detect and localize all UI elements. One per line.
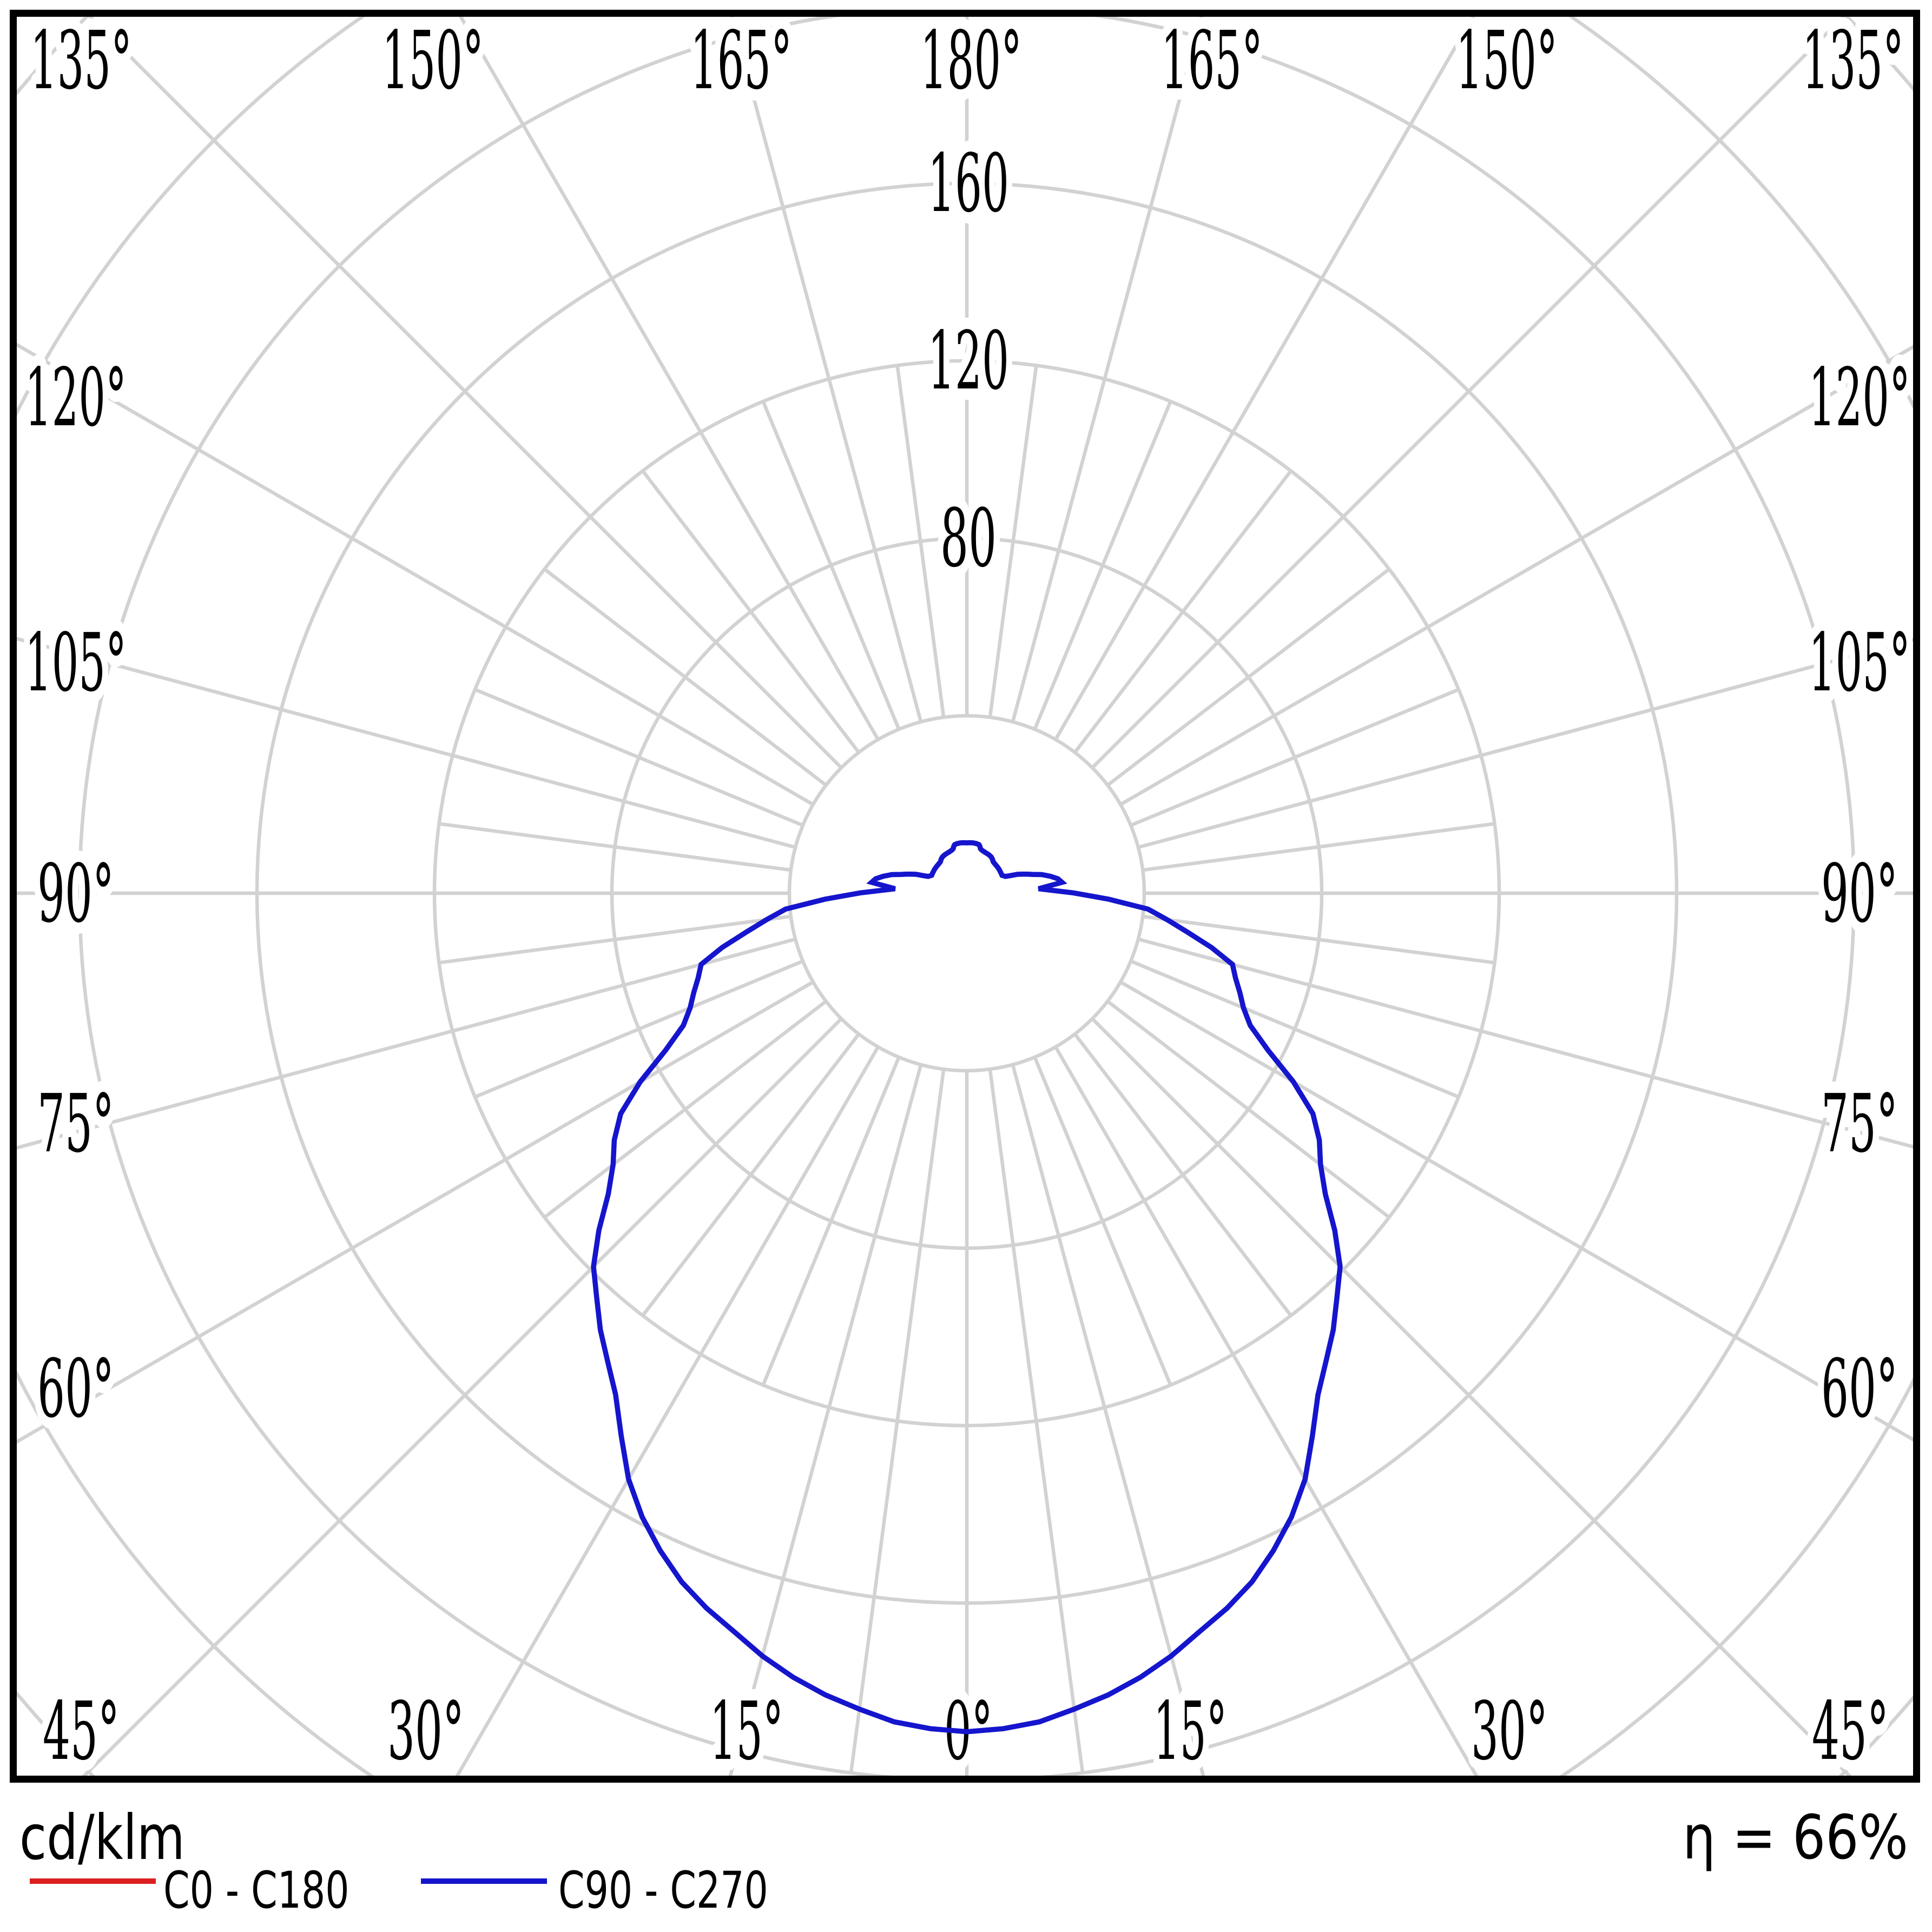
legend-swatch-c90-c270 xyxy=(421,1878,547,1884)
grid-spoke-minor xyxy=(988,1069,1085,1773)
angle-label-right-1: 105° xyxy=(1809,616,1910,709)
angle-label-top-3: 180° xyxy=(920,14,1022,107)
grid-spoke-major xyxy=(17,342,814,806)
grid-spoke-minor xyxy=(543,568,827,787)
radial-label-160: 160 xyxy=(928,137,1009,230)
angle-label-left-2: 90° xyxy=(37,847,114,940)
legend-label-c90-c270: C90 - C270 xyxy=(558,1861,768,1920)
grid-spoke-minor xyxy=(543,1000,827,1219)
grid-spoke-minor xyxy=(474,959,804,1099)
unit-label: cd/klm xyxy=(19,1802,185,1874)
angle-label-left-4: 60° xyxy=(37,1342,114,1435)
angle-label-top-5: 150° xyxy=(1456,14,1558,107)
grid-spoke-major xyxy=(1137,937,1913,1149)
legend-swatch-c0-c180 xyxy=(30,1878,156,1884)
grid-spoke-major xyxy=(1011,17,1204,723)
angle-label-left-1: 105° xyxy=(25,616,127,709)
radial-label-80: 80 xyxy=(940,492,997,585)
grid-spoke-minor xyxy=(761,1056,901,1386)
grid-spoke-minor xyxy=(761,400,901,730)
angle-label-right-2: 90° xyxy=(1821,847,1898,940)
grid-spoke-minor xyxy=(1142,914,1495,965)
grid-spoke-major xyxy=(1091,1017,1852,1776)
angle-label-bottom-1: 30° xyxy=(387,1685,464,1778)
angle-label-right-3: 75° xyxy=(1821,1077,1898,1170)
angle-label-bottom-2: 15° xyxy=(710,1685,783,1778)
grid-ring-40 xyxy=(787,714,1146,1073)
grid-spoke-minor xyxy=(1106,1000,1390,1219)
legend-label-c0-c180: C0 - C180 xyxy=(163,1861,350,1920)
angle-label-right-4: 60° xyxy=(1821,1342,1898,1435)
grid-spoke-major xyxy=(1119,345,1913,806)
grid-spoke-major xyxy=(1091,17,1846,769)
grid-spoke-major xyxy=(458,17,880,741)
angle-label-bottom-4: 15° xyxy=(1153,1685,1227,1778)
angle-label-top-6: 135° xyxy=(1802,14,1904,107)
grid-spoke-major xyxy=(1054,1046,1479,1776)
grid-spoke-minor xyxy=(1106,568,1390,787)
grid-spoke-major xyxy=(730,17,923,723)
radial-label-120: 120 xyxy=(928,314,1009,407)
grid-spoke-minor xyxy=(438,914,792,965)
grid-spoke-major xyxy=(1137,637,1913,849)
grid-spoke-major xyxy=(1011,1064,1205,1776)
angle-label-left-0: 120° xyxy=(25,351,127,444)
grid-spoke-minor xyxy=(438,822,792,872)
legend: C0 - C180 C90 - C270 xyxy=(0,1861,1932,1926)
grid-spoke-major xyxy=(728,1064,923,1776)
grid-spoke-major xyxy=(17,937,796,1150)
axis-labels: 135° 150° 165° 180° 165° 150° 135° 120° 105° 90° 7… xyxy=(14,3,1922,1789)
grid-spoke-major xyxy=(82,1017,843,1776)
grid-spoke-major xyxy=(1119,980,1913,1442)
grid-spoke-minor xyxy=(1130,688,1460,827)
efficiency-label: η = 66% xyxy=(1683,1803,1909,1873)
grid-spoke-minor xyxy=(1142,822,1495,872)
angle-label-top-0: 135° xyxy=(30,14,132,107)
grid-spoke-minor xyxy=(1073,470,1293,754)
angle-label-bottom-6: 45° xyxy=(1812,1685,1889,1778)
grid-spoke-minor xyxy=(895,365,946,718)
grid-spoke-minor xyxy=(849,1069,946,1773)
angle-label-left-3: 75° xyxy=(37,1077,114,1170)
angle-label-bottom-0: 45° xyxy=(43,1685,120,1778)
grid-spoke-minor xyxy=(641,1033,860,1317)
angle-label-bottom-5: 30° xyxy=(1471,1685,1548,1778)
grid-spoke-minor xyxy=(641,470,860,754)
angle-label-right-0: 120° xyxy=(1809,351,1910,444)
grid-spoke-minor xyxy=(1033,1056,1172,1386)
grid-spoke-major xyxy=(1054,17,1475,741)
c90-c270-curve xyxy=(591,840,1343,1735)
grid-spoke-minor xyxy=(1033,400,1172,730)
grid-spoke-major xyxy=(88,17,843,769)
grid-spoke-minor xyxy=(474,688,804,827)
grid-spoke-major xyxy=(17,980,814,1444)
angle-label-top-1: 150° xyxy=(382,14,484,107)
grid-spoke-minor xyxy=(1130,959,1460,1099)
angle-label-top-4: 165° xyxy=(1161,14,1263,107)
grid-spoke-major xyxy=(455,1046,880,1776)
grid-spoke-minor xyxy=(1073,1033,1293,1317)
angle-label-top-2: 165° xyxy=(690,14,792,107)
grid-spoke-major xyxy=(17,637,796,849)
plot-frame xyxy=(10,10,1920,1783)
grid-spoke-minor xyxy=(988,365,1038,718)
